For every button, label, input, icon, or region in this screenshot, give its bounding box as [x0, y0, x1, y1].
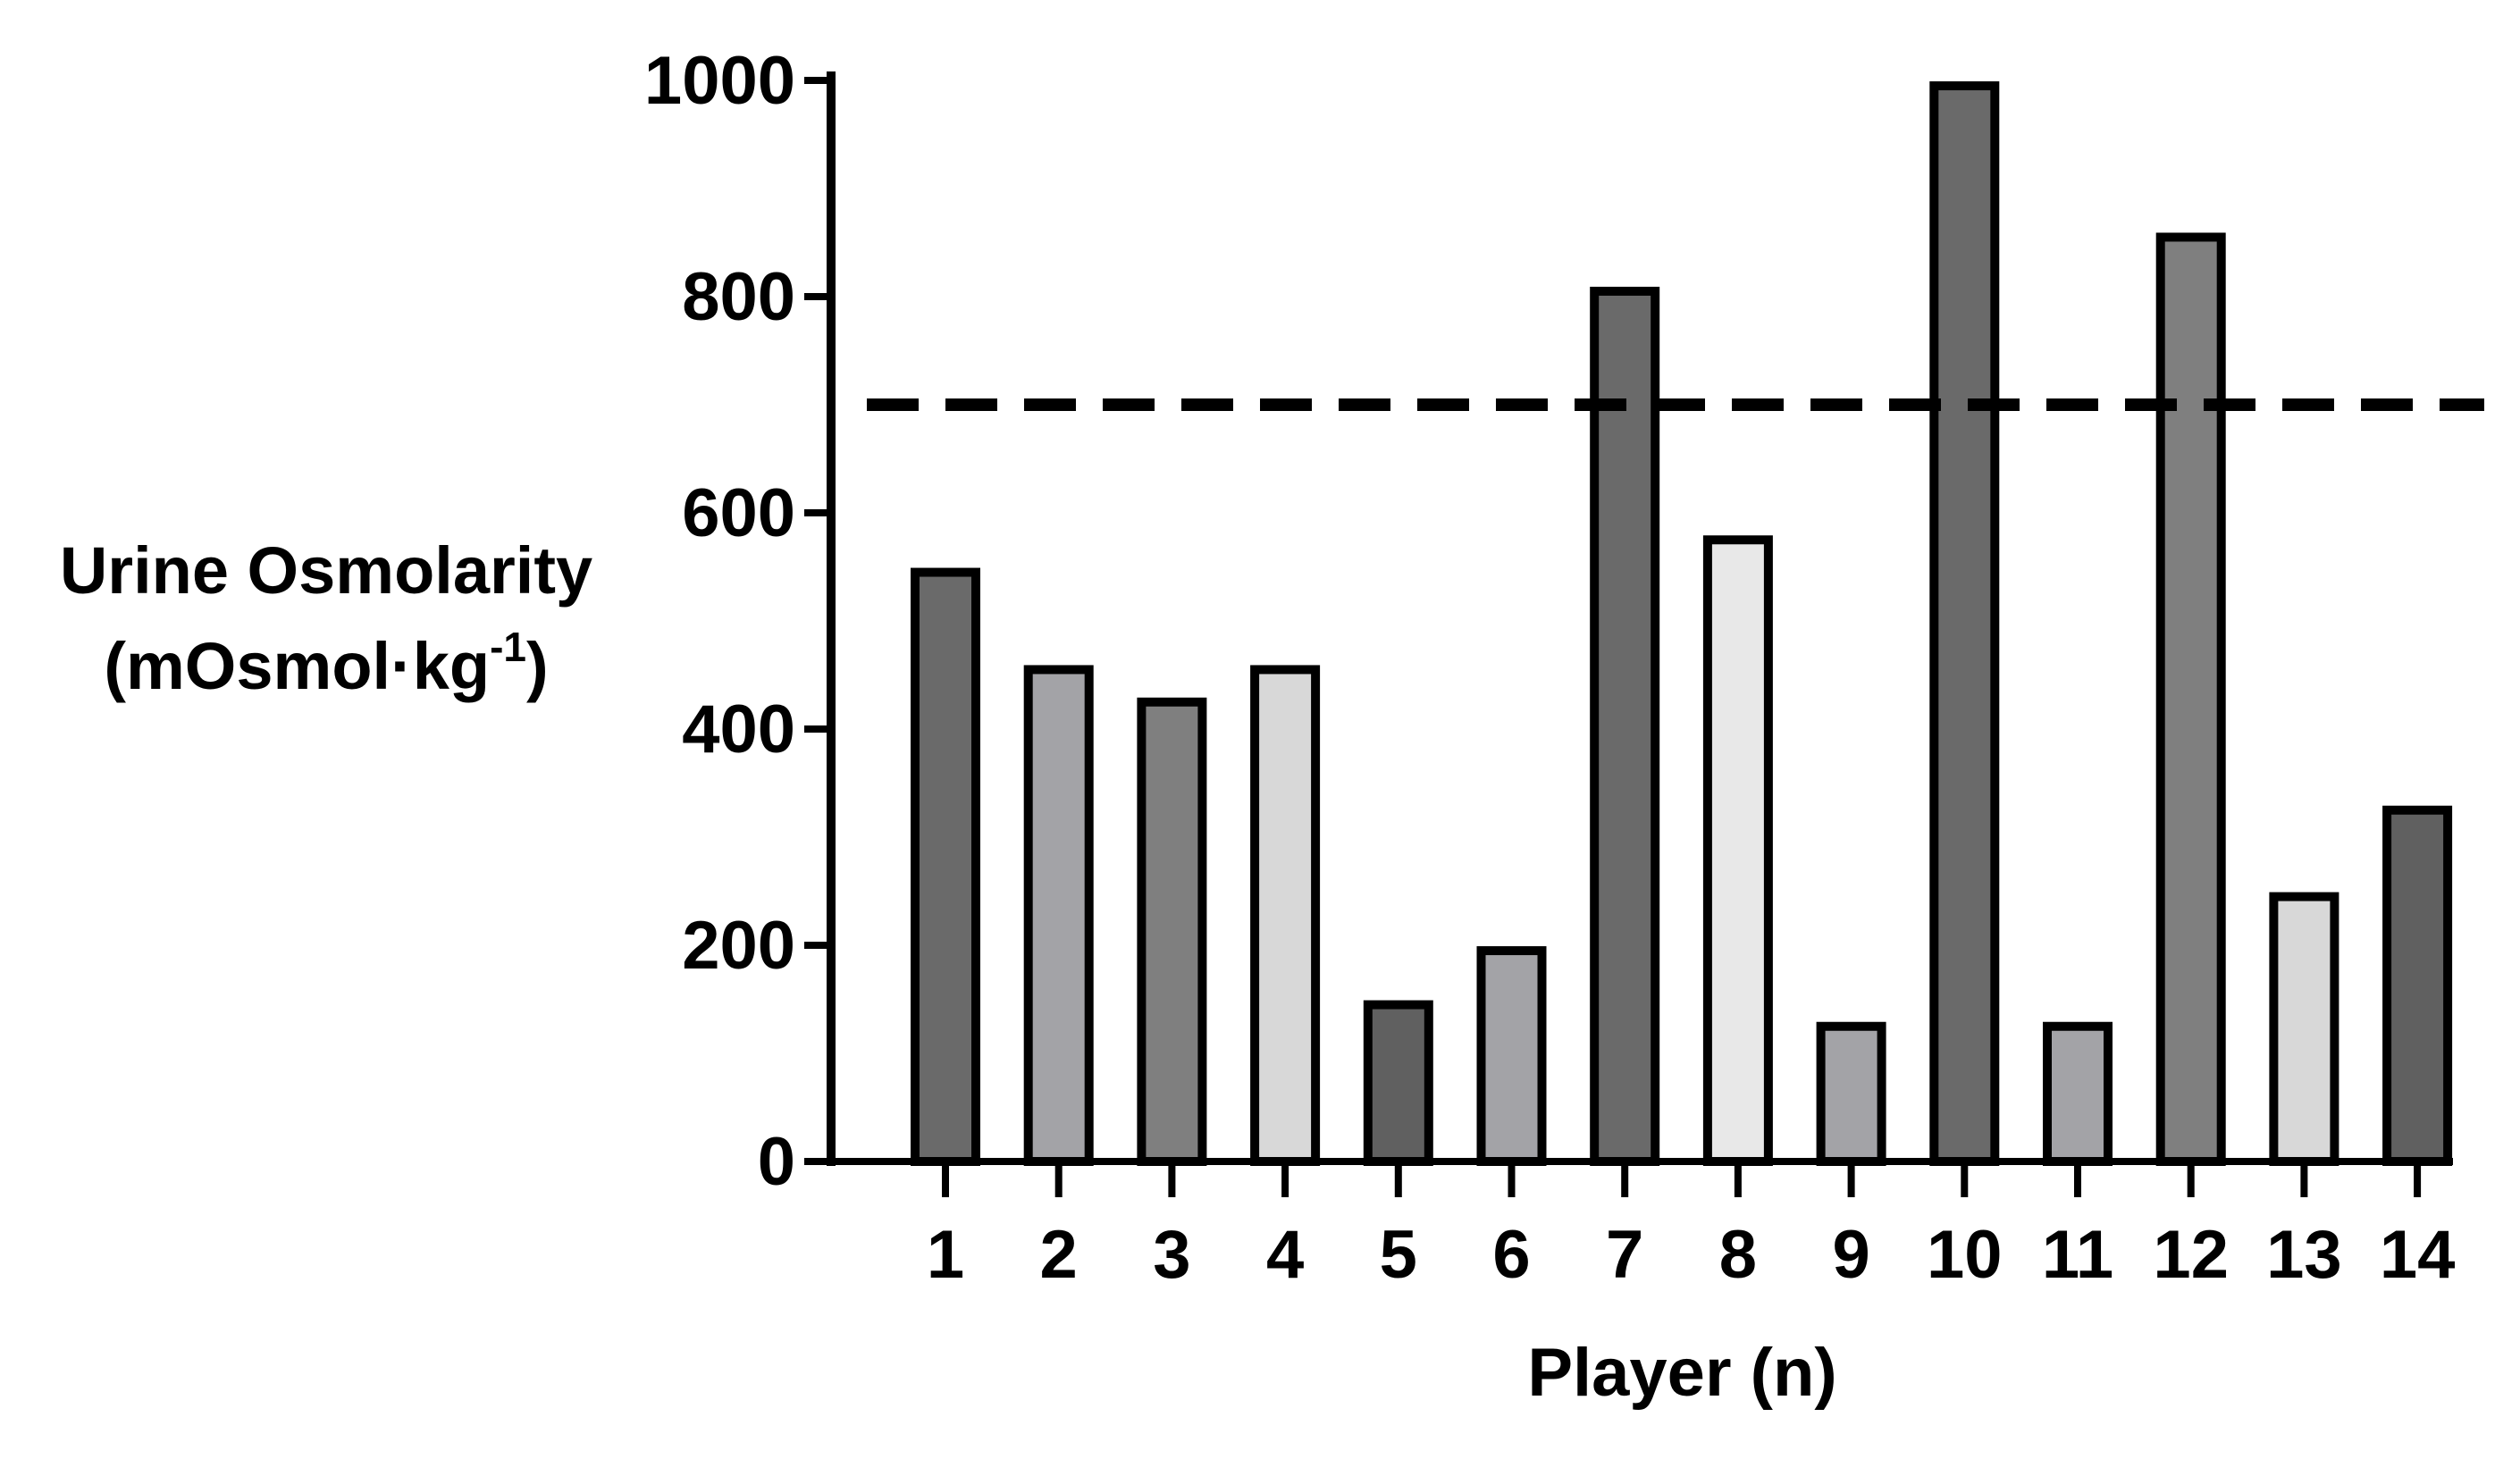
x-tick-label-9: 9 [1832, 1217, 1869, 1293]
bar-player-9 [1816, 1021, 1886, 1166]
x-tick-label-8: 8 [1719, 1217, 1757, 1293]
y-axis-label-exponent: -1 [490, 623, 526, 670]
bars-layer [911, 81, 2453, 1167]
x-axis-label: Player (n) [1527, 1335, 1836, 1411]
y-tick-label-800: 800 [682, 259, 795, 335]
bar-player-5 [1363, 1000, 1433, 1167]
bar-player-14 [2382, 805, 2453, 1166]
bar-player-2 [1023, 665, 1094, 1166]
bar-player-11 [2043, 1021, 2113, 1166]
x-tick-label-6: 6 [1492, 1217, 1530, 1293]
y-tick-label-200: 200 [682, 908, 795, 984]
x-tick-label-5: 5 [1380, 1217, 1417, 1293]
bar-player-3 [1137, 697, 1207, 1166]
axes-layer [804, 71, 2453, 1197]
bar-player-8 [1702, 535, 1773, 1166]
y-tick-label-400: 400 [682, 692, 795, 767]
bar-player-6 [1476, 946, 1547, 1167]
x-tick-label-13: 13 [2266, 1217, 2342, 1293]
x-tick-label-3: 3 [1153, 1217, 1190, 1293]
x-tick-label-10: 10 [1927, 1217, 2003, 1293]
bar-player-12 [2155, 232, 2226, 1167]
y-tick-label-600: 600 [682, 475, 795, 551]
y-axis-label-close: ) [525, 629, 549, 704]
x-tick-label-11: 11 [2042, 1217, 2113, 1293]
y-axis-label-unit: (mOsmol·kg [104, 629, 491, 704]
bar-player-4 [1250, 665, 1321, 1166]
y-tick-label-1000: 1000 [644, 43, 795, 119]
y-axis-label: Urine Osmolarity (mOsmol·kg-1) [22, 523, 630, 715]
x-tick-label-2: 2 [1040, 1217, 1078, 1293]
bar-player-10 [1929, 81, 2000, 1166]
x-tick-label-4: 4 [1266, 1217, 1304, 1293]
x-tick-label-7: 7 [1606, 1217, 1643, 1293]
y-tick-label-0: 0 [758, 1124, 795, 1200]
bar-player-1 [911, 567, 980, 1166]
x-tick-label-12: 12 [2153, 1217, 2229, 1293]
y-axis-label-line1: Urine Osmolarity [59, 533, 593, 608]
bar-player-13 [2269, 892, 2339, 1166]
bar-player-7 [1590, 286, 1660, 1166]
x-tick-label-1: 1 [927, 1217, 964, 1293]
y-axis-label-line2: (mOsmol·kg-1) [22, 618, 630, 714]
x-tick-label-14: 14 [2380, 1217, 2456, 1293]
